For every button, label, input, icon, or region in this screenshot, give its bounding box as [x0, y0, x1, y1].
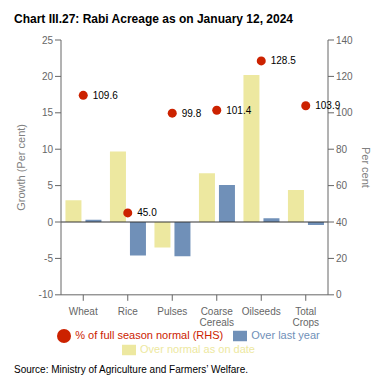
svg-text:40: 40 [336, 217, 348, 228]
svg-text:80: 80 [336, 144, 348, 155]
svg-text:0: 0 [336, 289, 342, 300]
svg-text:0: 0 [47, 217, 53, 228]
html-text:Chart III.27: Rabi Acreage as: Chart III.27: Rabi Acreage as on January… [14, 12, 293, 26]
html-text:Source: Ministry of Agricultur: Source: Ministry of Agriculture and Farm… [14, 364, 248, 375]
svg-text:45.0: 45.0 [137, 207, 157, 218]
svg-text:25: 25 [42, 35, 54, 46]
svg-text:100: 100 [336, 107, 353, 119]
svg-text:5: 5 [47, 180, 53, 191]
svg-text:20: 20 [42, 71, 54, 82]
svg-text:20: 20 [336, 253, 348, 264]
svg-text:Oilseeds: Oilseeds [242, 306, 281, 317]
svg-text:103.9: 103.9 [315, 100, 340, 111]
svg-text:-10: -10 [39, 289, 54, 300]
svg-text:101.4: 101.4 [226, 105, 251, 116]
svg-text:Rice: Rice [118, 306, 138, 317]
svg-text:-5: -5 [44, 253, 53, 264]
svg-text:140: 140 [336, 35, 353, 46]
svg-text:60: 60 [336, 180, 348, 191]
svg-text:CoarseCereals: CoarseCereals [200, 306, 234, 328]
svg-text:109.6: 109.6 [93, 90, 118, 101]
svg-text:Per cent: Per cent [360, 147, 372, 188]
svg-text:TotalCrops: TotalCrops [292, 306, 319, 328]
svg-text:128.5: 128.5 [271, 55, 296, 66]
svg-text:Pulses: Pulses [157, 306, 187, 317]
svg-text:10: 10 [42, 144, 54, 155]
svg-text:99.8: 99.8 [182, 108, 202, 119]
svg-text:120: 120 [336, 71, 353, 82]
svg-text:Wheat: Wheat [69, 306, 98, 317]
html-text:Over last year: Over last year [251, 328, 320, 341]
svg-text:15: 15 [42, 107, 54, 118]
svg-text:Growth (Per cent): Growth (Per cent) [15, 124, 27, 211]
html-text:Over normal as on date: Over normal as on date [140, 342, 255, 355]
html-text:% of full season normal (RHS): % of full season normal (RHS) [75, 328, 224, 341]
